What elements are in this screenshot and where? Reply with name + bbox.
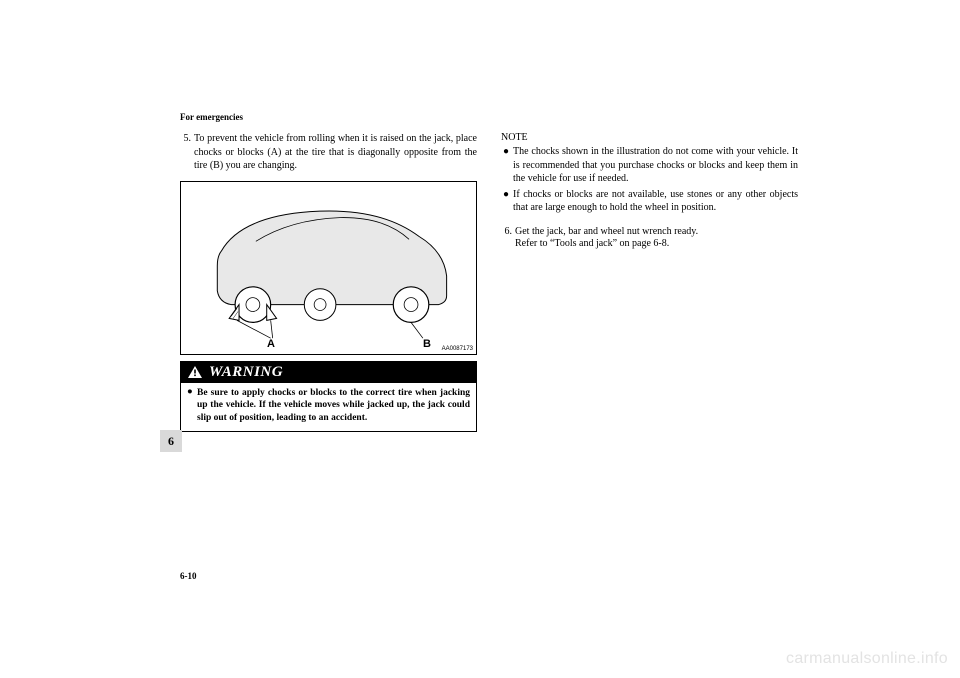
- warning-header: WARNING: [181, 362, 476, 383]
- page-number: 6-10: [180, 571, 197, 581]
- warning-text: Be sure to apply chocks or blocks to the…: [197, 387, 470, 425]
- warning-triangle-icon: [187, 365, 203, 379]
- step-5: 5. To prevent the vehicle from rolling w…: [180, 132, 477, 173]
- diagram-image-id: AA0087173: [442, 346, 473, 352]
- page-content: For emergencies 5. To prevent the vehicl…: [180, 112, 798, 432]
- step-number: 5.: [180, 132, 194, 173]
- diagram-label-b: B: [423, 338, 431, 350]
- note-label: NOTE: [501, 132, 798, 143]
- warning-box: WARNING ● Be sure to apply chocks or blo…: [180, 361, 477, 432]
- note-item-1: ● The chocks shown in the illustration d…: [501, 145, 798, 186]
- left-column: 5. To prevent the vehicle from rolling w…: [180, 132, 477, 432]
- step-number: 6.: [501, 225, 515, 239]
- watermark: carmanualsonline.info: [786, 650, 948, 668]
- warning-body: ● Be sure to apply chocks or blocks to t…: [181, 383, 476, 431]
- note-bullet: ●: [501, 188, 513, 215]
- section-header: For emergencies: [180, 112, 798, 122]
- note-text: If chocks or blocks are not available, u…: [513, 188, 798, 215]
- step-6-reference: Refer to “Tools and jack” on page 6-8.: [515, 238, 798, 249]
- two-column-layout: 5. To prevent the vehicle from rolling w…: [180, 132, 798, 432]
- step-6: 6. Get the jack, bar and wheel nut wrenc…: [501, 225, 798, 250]
- note-text: The chocks shown in the illustration do …: [513, 145, 798, 186]
- warning-bullet: ●: [187, 387, 197, 425]
- vehicle-chock-illustration: [181, 182, 476, 354]
- diagram-label-a: A: [267, 338, 275, 350]
- chapter-tab: 6: [160, 430, 182, 452]
- note-bullet: ●: [501, 145, 513, 186]
- vehicle-diagram: A B AA0087173: [180, 181, 477, 355]
- note-item-2: ● If chocks or blocks are not available,…: [501, 188, 798, 215]
- right-column: NOTE ● The chocks shown in the illustrat…: [501, 132, 798, 432]
- step-text: To prevent the vehicle from rolling when…: [194, 132, 477, 173]
- warning-title: WARNING: [209, 364, 283, 381]
- step-6-line: 6. Get the jack, bar and wheel nut wrenc…: [501, 225, 798, 239]
- step-text: Get the jack, bar and wheel nut wrench r…: [515, 225, 798, 239]
